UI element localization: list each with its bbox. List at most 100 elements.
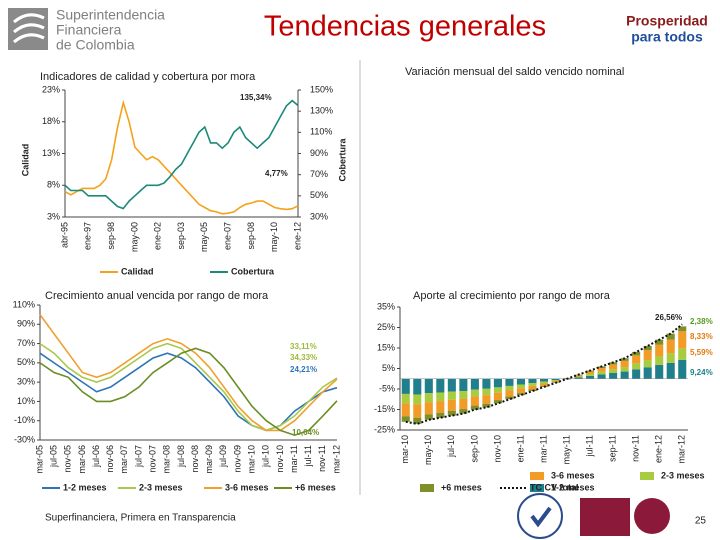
x-tick-label: sep-98	[106, 222, 116, 250]
bar-segment	[666, 362, 675, 379]
bar-segment	[447, 410, 456, 416]
x-tick-label: may-11	[561, 435, 571, 464]
bar-segment	[539, 381, 549, 384]
bar-segment	[413, 394, 422, 405]
annotation: 24,21%	[290, 365, 317, 374]
bar-segment	[528, 383, 537, 386]
bar-segment	[459, 391, 468, 399]
y-tick-label: 30%	[17, 377, 35, 387]
y-tick-label: -10%	[14, 415, 35, 425]
bar-segment	[459, 398, 468, 410]
y2-tick-label: 150%	[310, 84, 333, 94]
annotation: 4,77%	[265, 169, 288, 178]
legend-label: 2-3 meses	[661, 470, 705, 480]
x-tick-label: mar-09	[204, 445, 214, 474]
annotation: 34,33%	[290, 353, 317, 362]
y-tick-label: 50%	[17, 357, 35, 367]
bar-segment	[632, 355, 641, 364]
legend-swatch	[530, 472, 544, 480]
bar-segment	[609, 373, 618, 379]
x-tick-label: mar-10	[400, 435, 410, 464]
bar-segment	[655, 344, 664, 357]
bar-segment	[586, 374, 595, 376]
chart-title: Aporte al crecimiento por rango de mora	[413, 290, 611, 302]
y-tick-label: 70%	[17, 338, 35, 348]
bar-segment	[655, 356, 664, 366]
bar-segment	[678, 326, 687, 332]
bar-segment	[586, 371, 595, 375]
x-tick-label: nov-10	[492, 435, 502, 463]
bar-segment	[401, 393, 410, 404]
bar-segment	[505, 378, 514, 386]
y2-tick-label: 90%	[310, 148, 328, 158]
y2-tick-label: 130%	[310, 106, 333, 116]
x-tick-label: ene-02	[153, 222, 163, 250]
org-name: Superintendencia	[56, 7, 165, 23]
bar-segment	[424, 414, 433, 420]
annotation: 33,11%	[290, 342, 317, 351]
x-tick-label: sep-10	[469, 435, 479, 463]
chart-title: Variación mensual del saldo vencido nomi…	[405, 66, 624, 78]
x-tick-label: abr-95	[59, 222, 69, 248]
x-tick-label: may-10	[269, 222, 279, 252]
bar-segment	[436, 378, 445, 393]
bar-segment	[505, 390, 514, 397]
logo-mark	[13, 13, 45, 44]
y2-tick-label: 110%	[310, 127, 332, 137]
org-name: de Colombia	[56, 37, 135, 53]
y2-tick-label: 50%	[310, 190, 328, 200]
bar-segment	[401, 416, 410, 422]
annotation: 9,24%	[690, 368, 713, 377]
x-tick-label: mar-11	[538, 435, 548, 463]
bar-segment	[632, 369, 641, 379]
bar-segment	[470, 389, 479, 397]
y-tick-label: 110%	[13, 299, 35, 309]
bar-segment	[436, 401, 445, 413]
series-line	[39, 342, 338, 432]
x-tick-label: mar-11	[289, 445, 299, 473]
legend-label: 1-2 meses	[551, 482, 595, 492]
bar-segment	[493, 392, 502, 401]
bar-segment	[436, 392, 445, 402]
cert-check	[530, 506, 552, 528]
cert-box	[580, 498, 630, 536]
y-axis-label: Calidad	[20, 144, 30, 177]
bar-segment	[447, 399, 456, 411]
bar-segment	[620, 367, 629, 372]
bar-segment	[574, 376, 583, 378]
bar-segment	[482, 395, 491, 404]
x-tick-label: mar-12	[331, 445, 341, 474]
y2-tick-label: 30%	[310, 211, 328, 221]
bar-segment	[655, 365, 664, 379]
bar-segment	[459, 378, 468, 392]
bar-segment	[401, 378, 410, 394]
series-line	[39, 347, 338, 437]
slide-title: Tendencias generales	[264, 11, 546, 43]
bar-segment	[586, 375, 595, 379]
x-tick-label: jul-10	[261, 445, 271, 468]
x-tick-label: jul-10	[446, 435, 456, 458]
bar-segment	[447, 391, 456, 400]
bar-segment	[401, 403, 410, 417]
bar-segment	[678, 331, 687, 349]
x-tick-label: ene-11	[515, 435, 525, 462]
bar-segment	[551, 378, 560, 381]
bar-segment	[597, 374, 606, 379]
x-tick-label: jul-11	[584, 435, 594, 457]
x-tick-label: mar-10	[247, 445, 257, 474]
x-tick-label: jul-06	[91, 445, 101, 468]
bar-segment	[470, 378, 479, 390]
y2-tick-label: 70%	[310, 169, 328, 179]
legend-label: 1-2 meses	[63, 482, 107, 492]
bar-segment	[413, 378, 422, 395]
bar-segment	[597, 371, 606, 375]
y-tick-label: 35%	[377, 301, 395, 311]
y-tick-label: 13%	[42, 148, 60, 158]
bar-segment	[413, 404, 422, 418]
series-line	[39, 352, 338, 432]
bar-segment	[620, 360, 629, 368]
bar-segment	[447, 378, 456, 392]
legend-label: 2-3 meses	[139, 482, 183, 492]
org-logo: Superintendencia Financiera de Colombia	[8, 7, 165, 53]
